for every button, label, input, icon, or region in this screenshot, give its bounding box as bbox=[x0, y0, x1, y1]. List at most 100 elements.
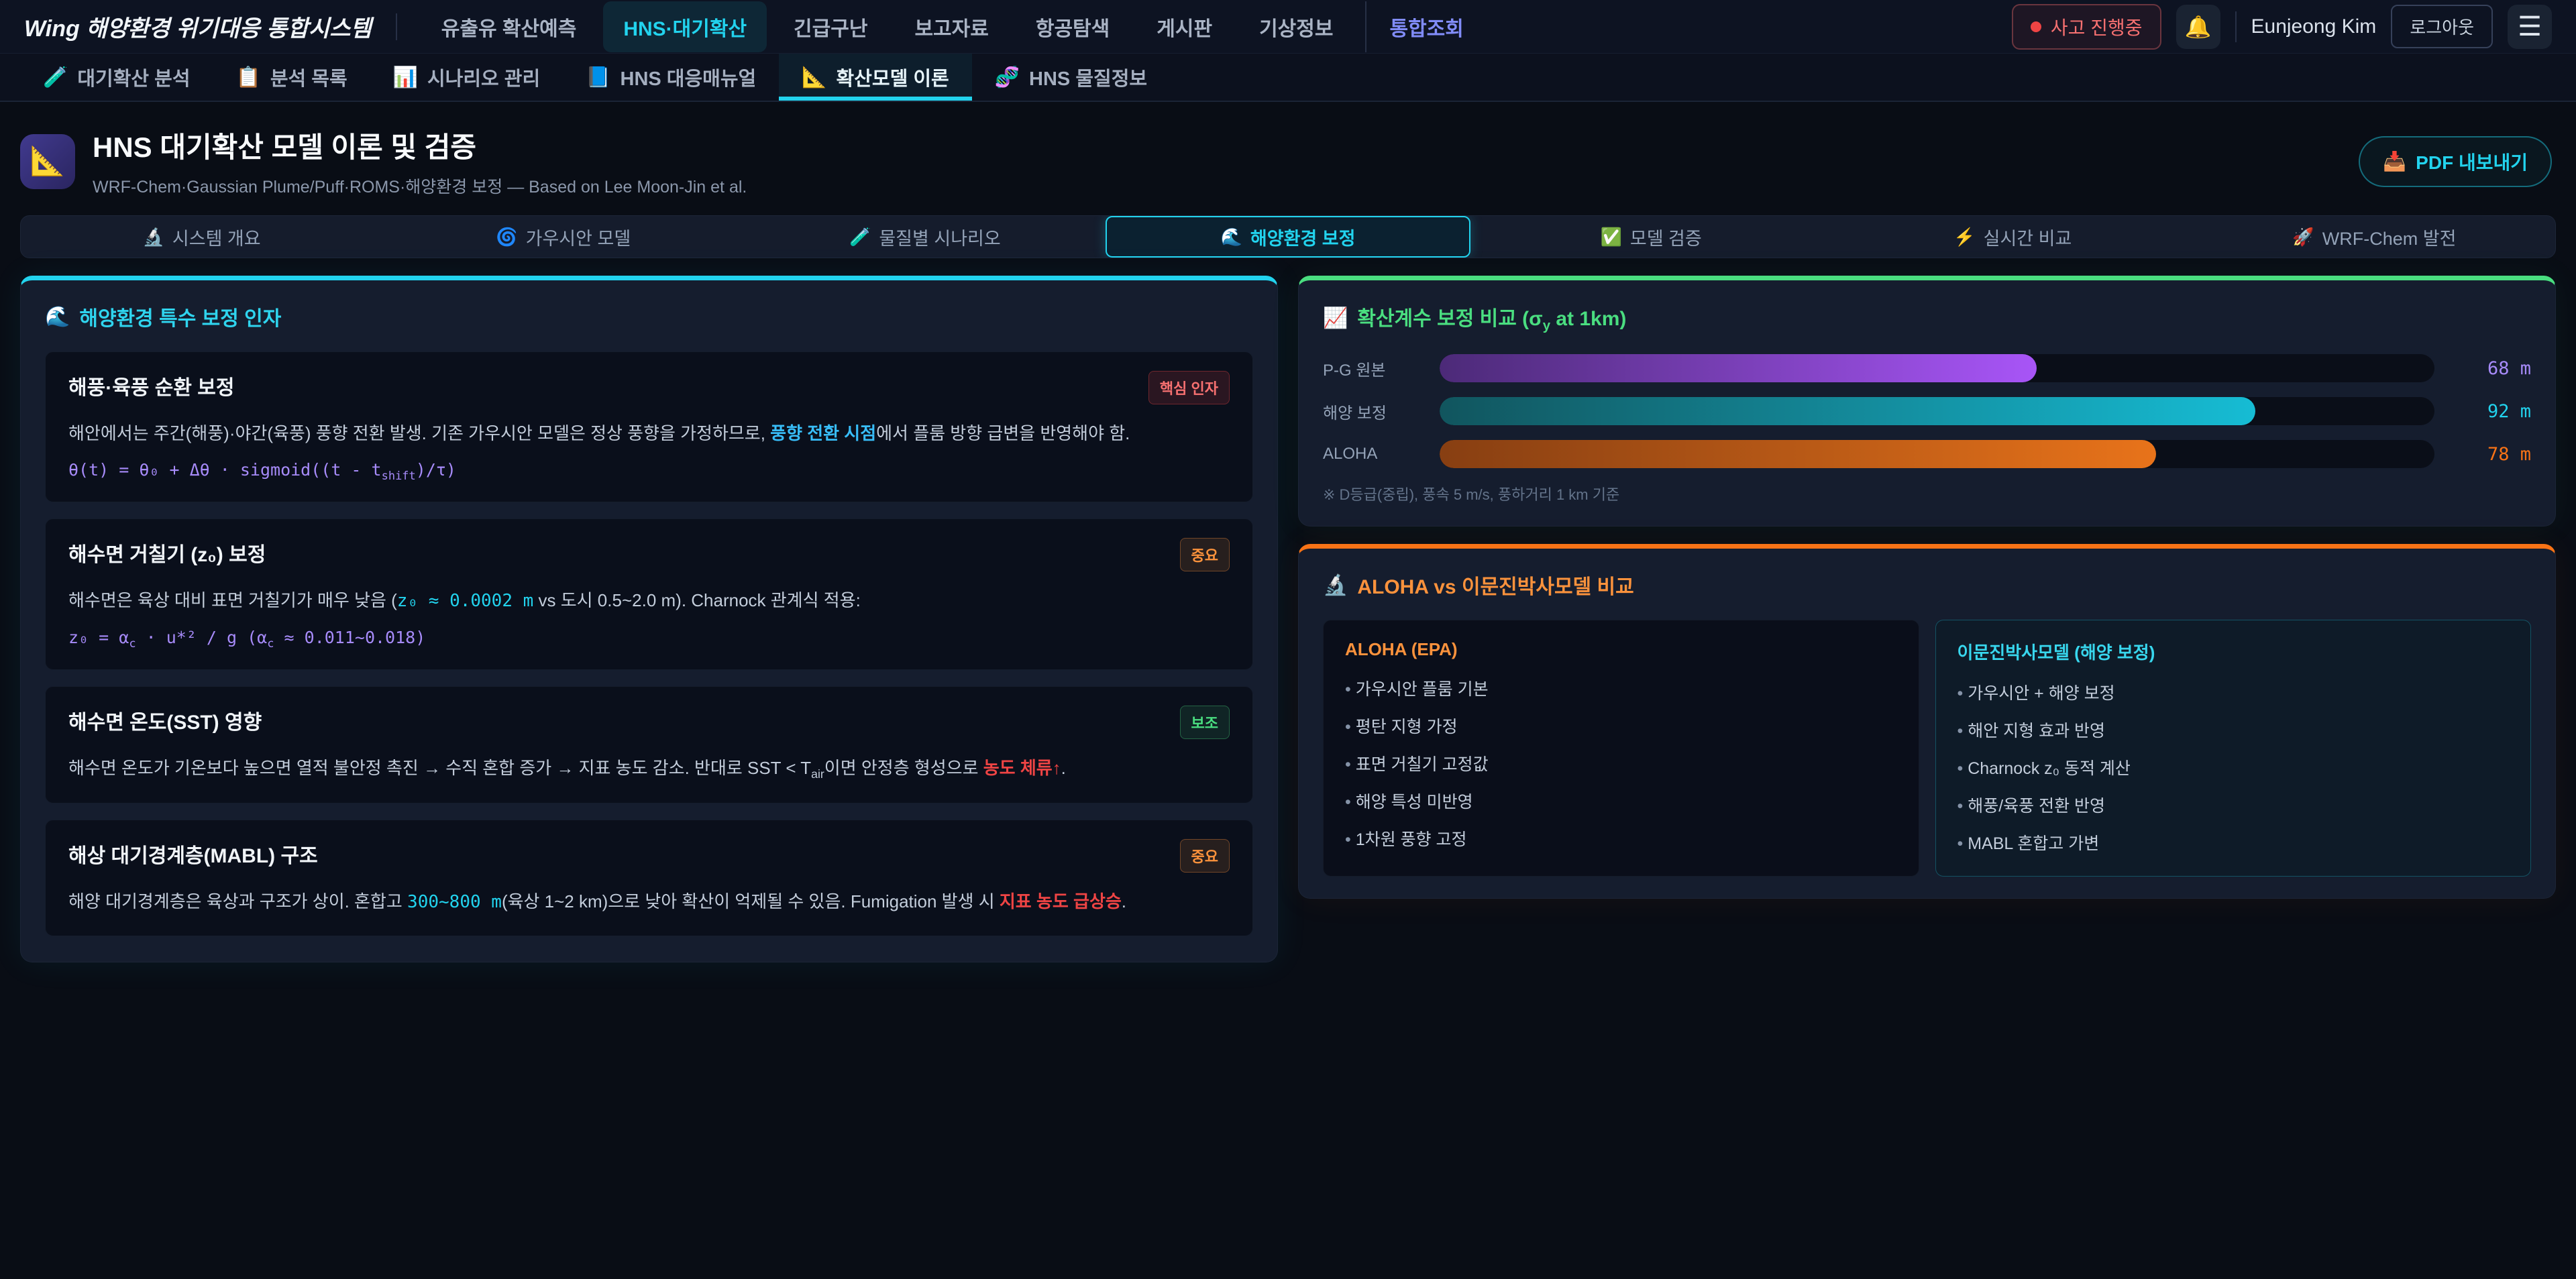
dispersion-comparison-panel: 📈 확산계수 보정 비교 (σy at 1km) P-G 원본 68 m 해양 … bbox=[1298, 276, 2556, 526]
tab-label: 시스템 개요 bbox=[172, 228, 261, 249]
tab-system-overview[interactable]: 🔬 시스템 개요 bbox=[21, 216, 382, 258]
tab-wrf-chem-advances[interactable]: 🚀 WRF-Chem 발전 bbox=[2194, 216, 2555, 258]
book-icon: 📘 bbox=[586, 66, 611, 89]
list-item: Charnock z₀ 동적 계산 bbox=[1957, 755, 2510, 779]
user-name: Eunjeong Kim bbox=[2251, 15, 2377, 38]
subnav-item-hns-substance-info[interactable]: 🧬 HNS 물질정보 bbox=[972, 54, 1170, 101]
card-head: 해풍·육풍 순환 보정 핵심 인자 bbox=[68, 371, 1230, 404]
bar-fill bbox=[1440, 440, 2156, 468]
nav-item-aerial-search[interactable]: 항공탐색 bbox=[1035, 17, 1110, 40]
dispersion-footnote: ※ D등급(중립), 풍속 5 m/s, 풍하거리 1 km 기준 bbox=[1323, 486, 1620, 503]
wave-icon: 🌊 bbox=[1220, 226, 1242, 247]
inbox-tray-icon: 📥 bbox=[2383, 151, 2407, 172]
card-body: 해안에서는 주간(해풍)·야간(육풍) 풍향 전환 발생. 기존 가우시안 모델… bbox=[68, 423, 1130, 443]
wave-icon: 🌊 bbox=[45, 305, 70, 328]
subnav-item-dispersion-analysis[interactable]: 🧪 대기확산 분석 bbox=[20, 54, 213, 101]
test-tube-icon: 🧪 bbox=[849, 226, 871, 247]
microscope-icon: 🔬 bbox=[142, 226, 164, 247]
app-logo: Wing 해양환경 위기대응 통합시스템 bbox=[24, 16, 372, 42]
list-item: 평탄 지형 가정 bbox=[1345, 714, 1897, 738]
dispersion-panel-title: 📈 확산계수 보정 비교 (σy at 1km) bbox=[1323, 302, 2531, 334]
list-item: 가우시안 플룸 기본 bbox=[1345, 676, 1897, 700]
nav-item-integrated-search[interactable]: 통합조회 bbox=[1365, 1, 1483, 52]
subnav-label: HNS 물질정보 bbox=[1029, 68, 1148, 90]
subnav-label: HNS 대응매뉴얼 bbox=[620, 68, 757, 90]
card-body: 해수면은 육상 대비 표면 거칠기가 매우 낮음 (z₀ ≈ 0.0002 m … bbox=[68, 590, 861, 611]
factor-card-sea-land-breeze: 해풍·육풍 순환 보정 핵심 인자 해안에서는 주간(해풍)·야간(육풍) 풍향… bbox=[45, 351, 1253, 502]
chart-increasing-icon: 📈 bbox=[1323, 307, 1348, 329]
page-header: 📐 HNS 대기확산 모델 이론 및 검증 WRF-Chem·Gaussian … bbox=[0, 102, 2576, 215]
card-title: 해수면 거칠기 (z₀) 보정 bbox=[68, 543, 266, 566]
bar-track bbox=[1440, 354, 2434, 382]
pdf-export-label: PDF 내보내기 bbox=[2416, 152, 2528, 173]
panel-title-text: 확산계수 보정 비교 (σy at 1km) bbox=[1357, 308, 1627, 333]
factor-card-sst: 해수면 온도(SST) 영향 보조 해수면 온도가 기온보다 높으면 열적 불안… bbox=[45, 685, 1253, 804]
lee-model-column: 이문진박사모델 (해양 보정) 가우시안 + 해양 보정 해안 지형 효과 반영… bbox=[1935, 620, 2531, 877]
tab-label: 가우시안 모델 bbox=[525, 228, 631, 249]
incident-status-label: 사고 진행중 bbox=[2050, 17, 2143, 38]
triangular-ruler-icon: 📐 bbox=[20, 133, 75, 189]
subnav-label: 대기확산 분석 bbox=[77, 68, 191, 90]
card-title: 해수면 온도(SST) 영향 bbox=[68, 711, 262, 734]
compare-grid: ALOHA (EPA) 가우시안 플룸 기본 평탄 지형 가정 표면 거칠기 고… bbox=[1323, 620, 2531, 877]
list-item: 해양 특성 미반영 bbox=[1345, 789, 1897, 813]
nav-item-weather[interactable]: 기상정보 bbox=[1259, 17, 1334, 40]
nav-item-rescue[interactable]: 긴급구난 bbox=[794, 17, 868, 40]
nav-item-board[interactable]: 게시판 bbox=[1157, 17, 1213, 40]
content: 🌊 해양환경 특수 보정 인자 해풍·육풍 순환 보정 핵심 인자 해안에서는 … bbox=[0, 258, 2576, 963]
clipboard-icon: 📋 bbox=[235, 66, 261, 89]
tab-model-validation[interactable]: ✅ 모델 검증 bbox=[1470, 216, 1832, 258]
list-item: 표면 거칠기 고정값 bbox=[1345, 751, 1897, 775]
marine-factors-title: 🌊 해양환경 특수 보정 인자 bbox=[45, 302, 1253, 331]
bar-label: 해양 보정 bbox=[1323, 404, 1387, 423]
bar-row-marine-corrected: 해양 보정 92 m bbox=[1323, 397, 2531, 425]
topbar: Wing 해양환경 위기대응 통합시스템 유출유 확산예측 HNS·대기확산 긴… bbox=[0, 0, 2576, 54]
bar-track bbox=[1440, 397, 2434, 425]
tab-label: 해양환경 보정 bbox=[1250, 228, 1356, 249]
tab-substance-scenarios[interactable]: 🧪 물질별 시나리오 bbox=[744, 216, 1106, 258]
nav-item-hns-dispersion[interactable]: HNS·대기확산 bbox=[603, 1, 767, 52]
tab-marine-correction[interactable]: 🌊 해양환경 보정 bbox=[1106, 216, 1470, 258]
bar-value: 92 m bbox=[2487, 400, 2531, 422]
page-subtitle: WRF-Chem·Gaussian Plume/Puff·ROMS·해양환경 보… bbox=[93, 178, 747, 197]
subnav-item-analysis-list[interactable]: 📋 분석 목록 bbox=[213, 54, 370, 101]
main-nav: 유출유 확산예측 HNS·대기확산 긴급구난 보고자료 항공탐색 게시판 기상정… bbox=[421, 1, 1998, 52]
logout-button[interactable]: 로그아웃 bbox=[2391, 5, 2493, 48]
incident-dot-icon bbox=[2030, 21, 2041, 32]
microscope-icon: 🔬 bbox=[1323, 573, 1348, 596]
priority-badge: 핵심 인자 bbox=[1148, 371, 1230, 404]
subnav-item-model-theory[interactable]: 📐 확산모델 이론 bbox=[779, 54, 972, 101]
right-column: 📈 확산계수 보정 비교 (σy at 1km) P-G 원본 68 m 해양 … bbox=[1298, 276, 2556, 899]
list-item: 1차원 풍향 고정 bbox=[1345, 826, 1897, 850]
hamburger-icon: ☰ bbox=[2518, 11, 2542, 42]
aloha-heading: ALOHA (EPA) bbox=[1345, 639, 1458, 659]
subnav-item-hns-manual[interactable]: 📘 HNS 대응매뉴얼 bbox=[563, 54, 779, 101]
bar-track bbox=[1440, 440, 2434, 468]
tab-label: WRF-Chem 발전 bbox=[2322, 228, 2457, 249]
triangular-ruler-icon: 📐 bbox=[802, 66, 827, 89]
header-texts: HNS 대기확산 모델 이론 및 검증 WRF-Chem·Gaussian Pl… bbox=[93, 125, 2341, 198]
pdf-export-button[interactable]: 📥 PDF 내보내기 bbox=[2359, 135, 2552, 187]
tab-gaussian-model[interactable]: 🌀 가우시안 모델 bbox=[382, 216, 744, 258]
notifications-button[interactable]: 🔔 bbox=[2176, 4, 2220, 49]
priority-badge: 보조 bbox=[1179, 705, 1230, 739]
bar-fill bbox=[1440, 397, 2256, 425]
bar-label: ALOHA bbox=[1323, 445, 1378, 463]
menu-button[interactable]: ☰ bbox=[2508, 4, 2552, 49]
comparison-panel-title: 🔬 ALOHA vs 이문진박사모델 비교 bbox=[1323, 570, 2531, 600]
factor-card-surface-roughness: 해수면 거칠기 (z₀) 보정 중요 해수면은 육상 대비 표면 거칠기가 매우… bbox=[45, 518, 1253, 670]
incident-status-badge[interactable]: 사고 진행중 bbox=[2011, 3, 2161, 50]
nav-item-reports[interactable]: 보고자료 bbox=[914, 17, 989, 40]
subnav-label: 분석 목록 bbox=[270, 68, 347, 90]
list-item: 해풍/육풍 전환 반영 bbox=[1957, 793, 2510, 817]
bar-fill bbox=[1440, 354, 2037, 382]
section-tabs: 🔬 시스템 개요 🌀 가우시안 모델 🧪 물질별 시나리오 🌊 해양환경 보정 … bbox=[20, 215, 2556, 258]
tab-realtime-comparison[interactable]: ⚡ 실시간 비교 bbox=[1832, 216, 2194, 258]
subnav-item-scenario-management[interactable]: 📊 시나리오 관리 bbox=[370, 54, 564, 101]
nav-item-oil-spill[interactable]: 유출유 확산예측 bbox=[441, 17, 577, 40]
card-head: 해상 대기경계층(MABL) 구조 중요 bbox=[68, 839, 1230, 873]
card-body: 해양 대기경계층은 육상과 구조가 상이. 혼합고 300~800 m(육상 1… bbox=[68, 891, 1127, 913]
card-formula: θ(t) = θ₀ + Δθ · sigmoid((t - tshift)/τ) bbox=[68, 459, 456, 483]
bell-icon: 🔔 bbox=[2184, 14, 2212, 39]
topbar-right: 사고 진행중 🔔 Eunjeong Kim 로그아웃 ☰ bbox=[2011, 3, 2552, 50]
